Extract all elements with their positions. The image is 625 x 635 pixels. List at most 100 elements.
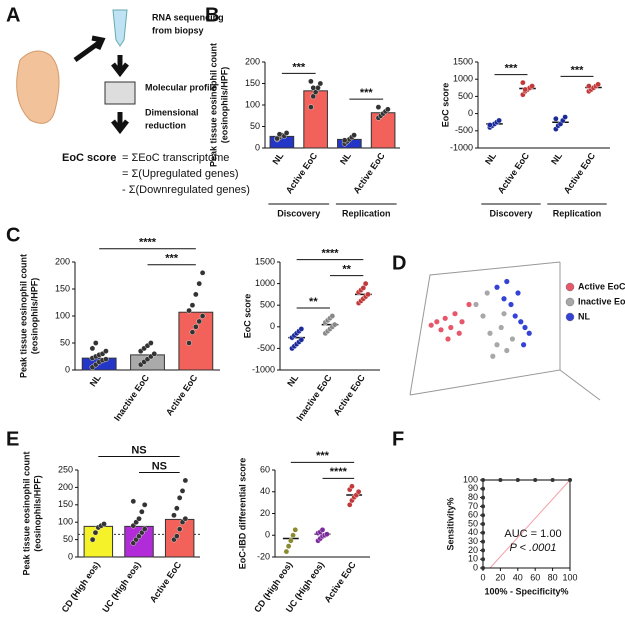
data-point: [434, 319, 440, 325]
data-point: [494, 342, 500, 348]
x-tick-label: 20: [495, 572, 505, 582]
data-point: [442, 315, 448, 321]
x-tick-label: 80: [548, 572, 558, 582]
legend-swatch: [565, 297, 575, 307]
x-tick-label: 40: [513, 572, 523, 582]
data-point: [283, 130, 290, 136]
data-point: [445, 336, 451, 342]
x-tick-label: Active EoC: [322, 559, 358, 604]
roc-curve: [482, 479, 570, 568]
data-point: [174, 505, 180, 512]
data-point: [496, 117, 502, 124]
y-tick-label: 10: [468, 554, 478, 564]
step: Molecular profile: [145, 82, 217, 92]
y-tick-label: 200: [55, 256, 70, 266]
x-tick-label: NL: [285, 372, 300, 388]
data-point: [171, 512, 177, 519]
data-point: [141, 501, 148, 508]
data-point: [526, 330, 532, 336]
y-tick-label: -20: [257, 551, 270, 561]
data-point: [182, 477, 189, 484]
data-point: [522, 86, 528, 93]
x-tick-label: Inactive EoC: [112, 372, 151, 422]
data-point: [487, 330, 493, 336]
data-point: [274, 135, 280, 142]
panel-letters: A B C D E F: [6, 4, 406, 450]
roc-point: [550, 478, 555, 482]
data-point: [349, 483, 355, 490]
bar: [83, 525, 114, 558]
data-point: [438, 327, 444, 333]
letter: B: [205, 4, 219, 26]
y-tick-label: 0: [255, 142, 260, 152]
significance-label: **: [309, 296, 318, 308]
y-tick-label: 60: [468, 510, 478, 520]
data-point: [288, 537, 294, 544]
y-tick-label: 200: [245, 56, 260, 66]
arrow: [73, 35, 106, 63]
x-tick-label: Active EoC: [351, 150, 387, 195]
data-point: [176, 495, 183, 501]
data-point: [148, 340, 154, 346]
y-tick-label: 0: [65, 364, 70, 374]
reference-diagonal: [489, 479, 571, 569]
x-tick-label: NL: [549, 150, 564, 166]
y-axis-label: EoC score: [440, 83, 450, 128]
y-tick-label: 40: [468, 527, 478, 537]
data-point: [341, 137, 348, 144]
y-tick-label: 100: [58, 517, 73, 527]
letter: F: [392, 428, 404, 450]
data-point: [501, 296, 507, 302]
roc-point: [481, 557, 485, 562]
y-axis-label: (eosinophils/HPF): [32, 475, 42, 552]
roc-point: [481, 566, 485, 570]
significance-label: NS: [152, 460, 167, 472]
y-tick-label: 50: [63, 534, 73, 544]
roc-point: [568, 478, 572, 482]
y-tick-label: -500: [455, 125, 473, 135]
data-point: [103, 356, 109, 363]
annotation: AUC = 1.00: [504, 528, 561, 540]
tube-icon: [112, 9, 128, 47]
roc-point: [498, 478, 503, 482]
y-tick-label: 50: [468, 518, 478, 528]
y-axis-label: Sensitivity%: [445, 497, 455, 550]
x-axis-label: 100% - Specificity%: [484, 586, 568, 596]
data-point: [176, 526, 183, 532]
data-point: [276, 131, 283, 138]
legend-label: NL: [578, 311, 590, 321]
data-point: [351, 132, 357, 138]
data-point: [484, 290, 490, 296]
data-point: [346, 501, 353, 508]
data-point: [553, 115, 559, 122]
data-point: [130, 498, 137, 505]
y-tick-label: -1000: [252, 364, 275, 374]
data-point: [518, 319, 524, 325]
data-point: [193, 291, 199, 298]
data-point: [298, 326, 305, 332]
bar: [303, 90, 328, 149]
significance-label: ***: [360, 87, 374, 99]
data-point: [501, 311, 507, 317]
group-label: Discovery: [277, 208, 320, 218]
arrow: [111, 112, 129, 135]
data-point: [308, 78, 314, 85]
y-tick-label: 1000: [255, 278, 275, 288]
data-point: [456, 330, 462, 336]
data-point: [310, 85, 317, 91]
roc-point: [481, 530, 485, 535]
x-tick-label: 0: [480, 572, 485, 582]
y-tick-label: 60: [260, 464, 270, 474]
data-point: [448, 324, 454, 331]
data-point: [174, 533, 180, 539]
data-point: [375, 104, 382, 110]
data-point: [292, 527, 299, 533]
y-tick-label: 1500: [453, 56, 473, 66]
y-tick-label: 50: [250, 121, 260, 131]
significance-label: ***: [165, 253, 179, 265]
y-tick-label: 100: [55, 310, 70, 320]
y-tick-label: 50: [60, 337, 70, 347]
legend-swatch: [565, 312, 575, 322]
data-point: [452, 311, 458, 317]
x-tick-label: 60: [530, 572, 540, 582]
